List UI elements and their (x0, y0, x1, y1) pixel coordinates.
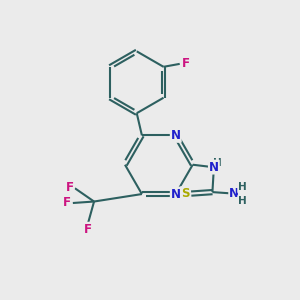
Text: N: N (229, 187, 239, 200)
Text: F: F (63, 196, 71, 209)
Text: S: S (181, 187, 190, 200)
Text: F: F (182, 57, 190, 70)
Text: H: H (238, 182, 247, 192)
Text: N: N (171, 188, 181, 200)
Text: H: H (238, 196, 247, 206)
Text: F: F (84, 223, 92, 236)
Text: N: N (171, 129, 181, 142)
Text: N: N (209, 160, 219, 174)
Text: H: H (213, 158, 222, 168)
Text: F: F (66, 181, 74, 194)
